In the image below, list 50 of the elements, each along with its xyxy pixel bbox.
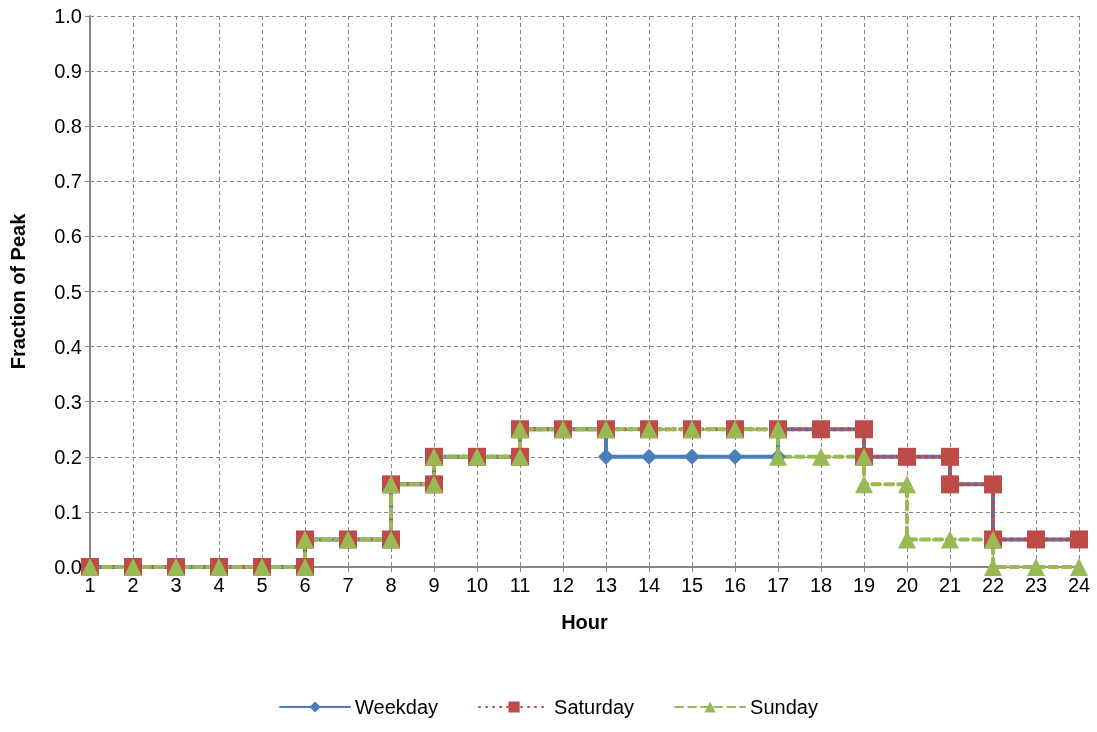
y-tick-label: 0.3	[54, 390, 82, 413]
legend-label: Saturday	[554, 696, 635, 718]
x-tick-label: 20	[895, 574, 919, 596]
x-tick-label: 8	[385, 574, 397, 596]
x-tick-label: 9	[428, 574, 440, 596]
x-tick-label: 16	[723, 574, 747, 596]
x-tick-label: 6	[299, 574, 311, 596]
point	[641, 448, 657, 465]
point	[598, 448, 614, 465]
x-tick-label: 3	[170, 574, 182, 596]
x-tick-label: 18	[809, 574, 833, 596]
x-tick-label: 1	[84, 574, 96, 596]
y-tick-label: 1.0	[54, 5, 82, 27]
legend-label: Weekday	[355, 696, 439, 718]
y-tick-label: 0.1	[54, 500, 82, 523]
x-tick-label: 17	[766, 574, 790, 596]
legend-label: Sunday	[750, 696, 818, 718]
y-tick-label: 0.7	[54, 170, 82, 193]
x-tick-label: 2	[127, 574, 139, 596]
point	[812, 447, 830, 466]
x-tick-label: 10	[465, 574, 489, 596]
point	[941, 530, 959, 549]
y-tick-label: 0.8	[54, 115, 82, 138]
x-tick-label: 5	[256, 574, 268, 596]
x-tick-label: 23	[1024, 574, 1048, 596]
x-tick-label: 21	[938, 574, 962, 596]
y-tick-label: 0.6	[54, 225, 82, 248]
point	[1027, 558, 1045, 576]
x-tick-label: 12	[551, 574, 575, 596]
x-tick-label: 7	[342, 574, 354, 596]
x-tick-label: 11	[509, 574, 531, 596]
y-tick-label: 0.0	[54, 556, 82, 578]
y-axis-title: Fraction of Peak	[7, 212, 29, 370]
x-tick-label: 24	[1067, 574, 1091, 596]
x-axis-title: Hour	[561, 611, 609, 633]
y-tick-label: 0.4	[54, 335, 82, 358]
point	[855, 475, 873, 494]
x-tick-label: 13	[594, 574, 618, 596]
x-tick-label: 4	[213, 574, 225, 596]
x-tick-label: 22	[981, 574, 1005, 596]
y-tick-label: 0.9	[54, 60, 82, 83]
point	[1070, 558, 1088, 576]
point	[898, 475, 916, 494]
x-tick-label: 14	[637, 574, 661, 596]
x-tick-label: 15	[680, 574, 704, 596]
point	[727, 448, 743, 465]
point	[684, 448, 700, 465]
y-tick-label: 0.2	[54, 445, 82, 468]
y-tick-label: 0.5	[54, 280, 82, 303]
x-tick-label: 19	[852, 574, 876, 596]
